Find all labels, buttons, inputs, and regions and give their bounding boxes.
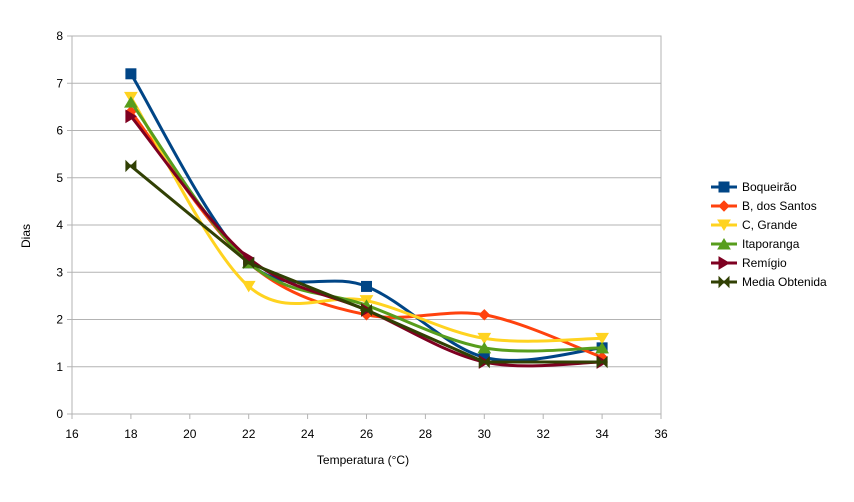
series-line bbox=[129, 164, 604, 364]
y-tick-label: 3 bbox=[56, 265, 63, 279]
data-point bbox=[243, 256, 255, 270]
data-point bbox=[125, 109, 137, 124]
y-axis-title: Dias bbox=[19, 224, 33, 248]
legend-marker bbox=[718, 275, 730, 289]
legend-marker bbox=[718, 256, 730, 270]
legend-label: B, dos Santos bbox=[742, 199, 817, 213]
data-point bbox=[595, 341, 609, 354]
legend-item: Remígio bbox=[711, 256, 787, 270]
legend-label: Boqueirão bbox=[742, 180, 797, 194]
x-tick-label: 22 bbox=[242, 427, 256, 441]
x-tick-label: 18 bbox=[124, 427, 138, 441]
y-tick-label: 1 bbox=[56, 360, 63, 374]
legend-label: C, Grande bbox=[742, 218, 798, 232]
legend-marker bbox=[718, 181, 730, 193]
x-tick-label: 20 bbox=[183, 427, 197, 441]
series-line bbox=[129, 95, 604, 343]
y-tick-label: 5 bbox=[56, 171, 63, 185]
x-tick-label: 32 bbox=[537, 427, 551, 441]
x-tick-label: 28 bbox=[419, 427, 433, 441]
data-point bbox=[125, 68, 137, 80]
y-tick-label: 7 bbox=[56, 76, 63, 90]
legend-item: Boqueirão bbox=[711, 180, 797, 194]
y-tick-label: 0 bbox=[56, 407, 63, 421]
x-tick-label: 24 bbox=[301, 427, 315, 441]
x-axis-ticks: 16 18 20 22 24 26 28 30 32 34 36 bbox=[65, 414, 668, 441]
legend-label: Remígio bbox=[742, 256, 787, 270]
data-point bbox=[596, 355, 608, 369]
legend-label: Media Obtenida bbox=[742, 275, 827, 289]
x-axis-title: Temperatura (°C) bbox=[317, 453, 409, 467]
x-tick-label: 16 bbox=[65, 427, 79, 441]
legend-item: C, Grande bbox=[711, 218, 798, 232]
x-tick-label: 36 bbox=[654, 427, 668, 441]
y-tick-label: 8 bbox=[56, 29, 63, 43]
legend-label: Itaporanga bbox=[742, 237, 800, 251]
grid-lines bbox=[72, 35, 661, 415]
data-point bbox=[595, 332, 609, 345]
data-point bbox=[478, 355, 490, 369]
series-media-obtenida bbox=[125, 159, 608, 369]
x-tick-label: 30 bbox=[478, 427, 492, 441]
legend-item: Itaporanga bbox=[711, 237, 800, 251]
data-point bbox=[124, 96, 138, 108]
data-point bbox=[361, 303, 372, 317]
legend-item: Media Obtenida bbox=[711, 275, 827, 289]
legend: Boqueirão B, dos Santos C, Grande Itaporang… bbox=[711, 180, 827, 289]
data-point bbox=[477, 341, 492, 354]
series-b-dos-santos bbox=[125, 105, 608, 364]
y-tick-label: 6 bbox=[56, 124, 63, 138]
legend-item: B, dos Santos bbox=[711, 199, 817, 213]
y-tick-label: 2 bbox=[56, 313, 63, 327]
series-line bbox=[129, 72, 604, 362]
legend-marker bbox=[717, 219, 731, 231]
data-point bbox=[125, 159, 137, 173]
series-c-grande bbox=[124, 91, 609, 345]
y-axis-ticks: 0 1 2 3 4 5 6 7 8 bbox=[56, 29, 72, 421]
data-point bbox=[477, 332, 492, 345]
x-tick-label: 26 bbox=[360, 427, 374, 441]
data-point bbox=[241, 280, 256, 293]
legend-marker bbox=[717, 238, 731, 250]
data-point bbox=[361, 280, 372, 292]
x-tick-label: 34 bbox=[595, 427, 609, 441]
y-tick-label: 4 bbox=[56, 218, 63, 232]
data-point bbox=[478, 309, 491, 321]
series-layer bbox=[124, 68, 609, 369]
legend-marker bbox=[718, 200, 730, 212]
